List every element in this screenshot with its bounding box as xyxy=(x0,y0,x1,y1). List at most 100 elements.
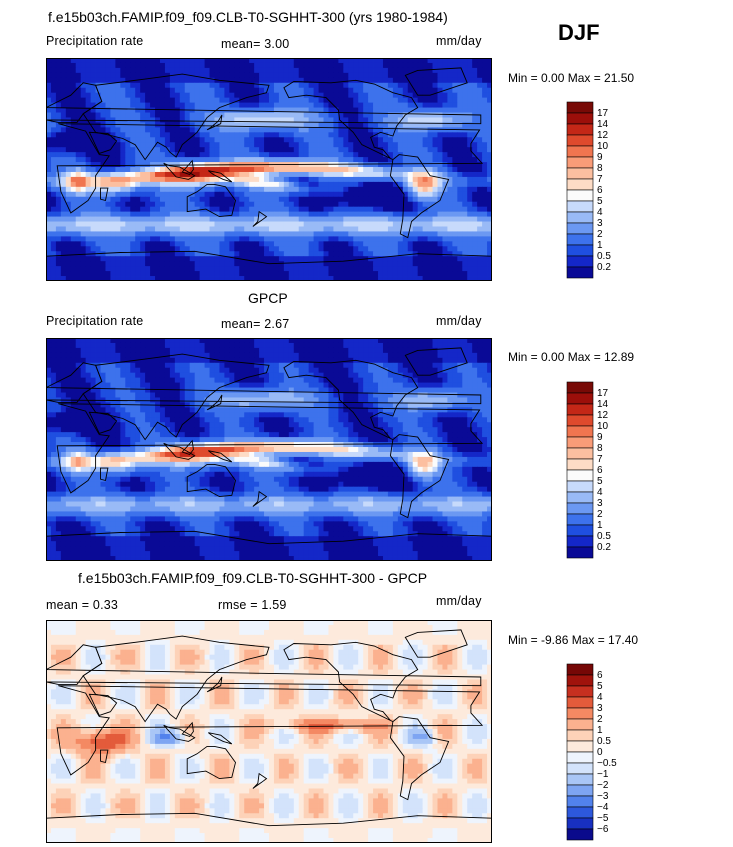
colorbar-tick-label: 8 xyxy=(597,443,603,454)
colorbar-swatch xyxy=(566,211,594,224)
colorbar-tick-label: 2 xyxy=(597,229,603,240)
colorbar-swatch xyxy=(566,233,594,246)
colorbar-tick-label: 7 xyxy=(597,174,603,185)
colorbar-swatch xyxy=(566,392,594,405)
coastlines xyxy=(46,629,492,843)
colorbar-swatch xyxy=(566,491,594,504)
colorbar-tick-label: −6 xyxy=(597,824,609,835)
map-field xyxy=(46,58,492,281)
colorbar-swatch xyxy=(566,112,594,125)
colorbar-swatch xyxy=(566,729,594,742)
colorbar-tick-label: 3 xyxy=(597,498,603,509)
panel1-map xyxy=(46,58,492,281)
panel1-variable: Precipitation rate xyxy=(46,34,144,48)
colorbar-tick-label: 2 xyxy=(597,714,603,725)
colorbar-tick-label: −5 xyxy=(597,813,609,824)
panel1-mean: mean= 3.00 xyxy=(221,37,290,51)
colorbar-swatch xyxy=(566,707,594,720)
colorbar-swatch xyxy=(566,513,594,526)
colorbar-swatch xyxy=(566,784,594,797)
colorbar-swatch xyxy=(566,123,594,136)
colorbar-tick-label: 5 xyxy=(597,196,603,207)
colorbar-swatch xyxy=(566,222,594,235)
colorbar-swatch xyxy=(566,145,594,158)
colorbar-swatch xyxy=(566,244,594,257)
colorbar-swatch xyxy=(566,189,594,202)
colorbar-tick-label: 7 xyxy=(597,454,603,465)
colorbar-swatch xyxy=(566,447,594,460)
season-label: DJF xyxy=(558,20,600,45)
colorbar-tick-label: 0.5 xyxy=(597,531,611,542)
panel2-title: GPCP xyxy=(248,290,288,306)
colorbar-tick-label: 3 xyxy=(597,218,603,229)
colorbar-tick-label: −3 xyxy=(597,791,609,802)
colorbar-tick-label: 10 xyxy=(597,141,609,152)
colorbar-swatch xyxy=(566,535,594,548)
colorbar-tick-label: 6 xyxy=(597,670,603,681)
colorbar-swatch xyxy=(566,773,594,786)
colorbar-swatch xyxy=(566,101,594,114)
colorbar-swatch xyxy=(566,381,594,394)
colorbar-swatch xyxy=(566,255,594,268)
colorbar-tick-label: 14 xyxy=(597,119,609,130)
colorbar-tick-label: 9 xyxy=(597,152,603,163)
colorbar-tick-label: 9 xyxy=(597,432,603,443)
colorbar-swatch xyxy=(566,414,594,427)
colorbar-tick-label: 0 xyxy=(597,747,603,758)
colorbar-swatch xyxy=(566,480,594,493)
colorbar-tick-label: 0.5 xyxy=(597,251,611,262)
panel2-minmax: Min = 0.00 Max = 12.89 xyxy=(508,350,635,364)
colorbar-swatch xyxy=(566,740,594,753)
colorbar-tick-label: −4 xyxy=(597,802,609,813)
panel2-map xyxy=(46,338,492,561)
colorbar-swatch xyxy=(566,469,594,482)
colorbar-swatch xyxy=(566,167,594,180)
colorbar-swatch xyxy=(566,663,594,676)
colorbar-swatch xyxy=(566,458,594,471)
colorbar-swatch xyxy=(566,817,594,830)
colorbar-swatch xyxy=(566,425,594,438)
colorbar-swatch xyxy=(566,200,594,213)
colorbar-tick-label: 17 xyxy=(597,388,609,399)
colorbar-swatch xyxy=(566,674,594,687)
colorbar-tick-label: 17 xyxy=(597,108,609,119)
panel3-title: f.e15b03ch.FAMIP.f09_f09.CLB-T0-SGHHT-30… xyxy=(78,570,428,586)
colorbar-tick-label: 4 xyxy=(597,487,603,498)
colorbar-tick-label: −1 xyxy=(597,769,609,780)
colorbar-tick-label: −2 xyxy=(597,780,609,791)
panel1-units: mm/day xyxy=(436,34,482,48)
colorbar-swatch xyxy=(566,524,594,537)
coastlines xyxy=(46,67,492,281)
panel2-mean: mean= 2.67 xyxy=(221,317,290,331)
colorbar-swatch xyxy=(566,762,594,775)
colorbar-tick-label: 8 xyxy=(597,163,603,174)
panel1-minmax: Min = 0.00 Max = 21.50 xyxy=(508,71,635,85)
map-field xyxy=(46,620,492,843)
panel1-title: f.e15b03ch.FAMIP.f09_f09.CLB-T0-SGHHT-30… xyxy=(48,9,448,25)
colorbar-swatch xyxy=(566,134,594,147)
colorbar-tick-label: 1 xyxy=(597,725,603,736)
colorbar-tick-label: 0.5 xyxy=(597,736,611,747)
panel3-units: mm/day xyxy=(436,594,482,608)
colorbar-tick-label: 6 xyxy=(597,185,603,196)
panel3-minmax: Min = -9.86 Max = 17.40 xyxy=(508,633,639,647)
colorbar-swatch xyxy=(566,696,594,709)
panel2-variable: Precipitation rate xyxy=(46,314,144,328)
colorbar-swatch xyxy=(566,795,594,808)
panel3-rmse: rmse = 1.59 xyxy=(218,598,287,612)
colorbar-tick-label: 4 xyxy=(597,692,603,703)
colorbar-tick-label: 6 xyxy=(597,465,603,476)
colorbar-swatch xyxy=(566,685,594,698)
colorbar-swatch xyxy=(566,718,594,731)
panel3-map xyxy=(46,620,492,843)
colorbar-tick-label: 5 xyxy=(597,476,603,487)
colorbar-tick-label: 0.2 xyxy=(597,542,611,553)
colorbar-swatch xyxy=(566,751,594,764)
colorbar-swatch xyxy=(566,546,594,559)
colorbar-swatch xyxy=(566,806,594,819)
colorbar-tick-label: 5 xyxy=(597,681,603,692)
colorbar-tick-label: 4 xyxy=(597,207,603,218)
